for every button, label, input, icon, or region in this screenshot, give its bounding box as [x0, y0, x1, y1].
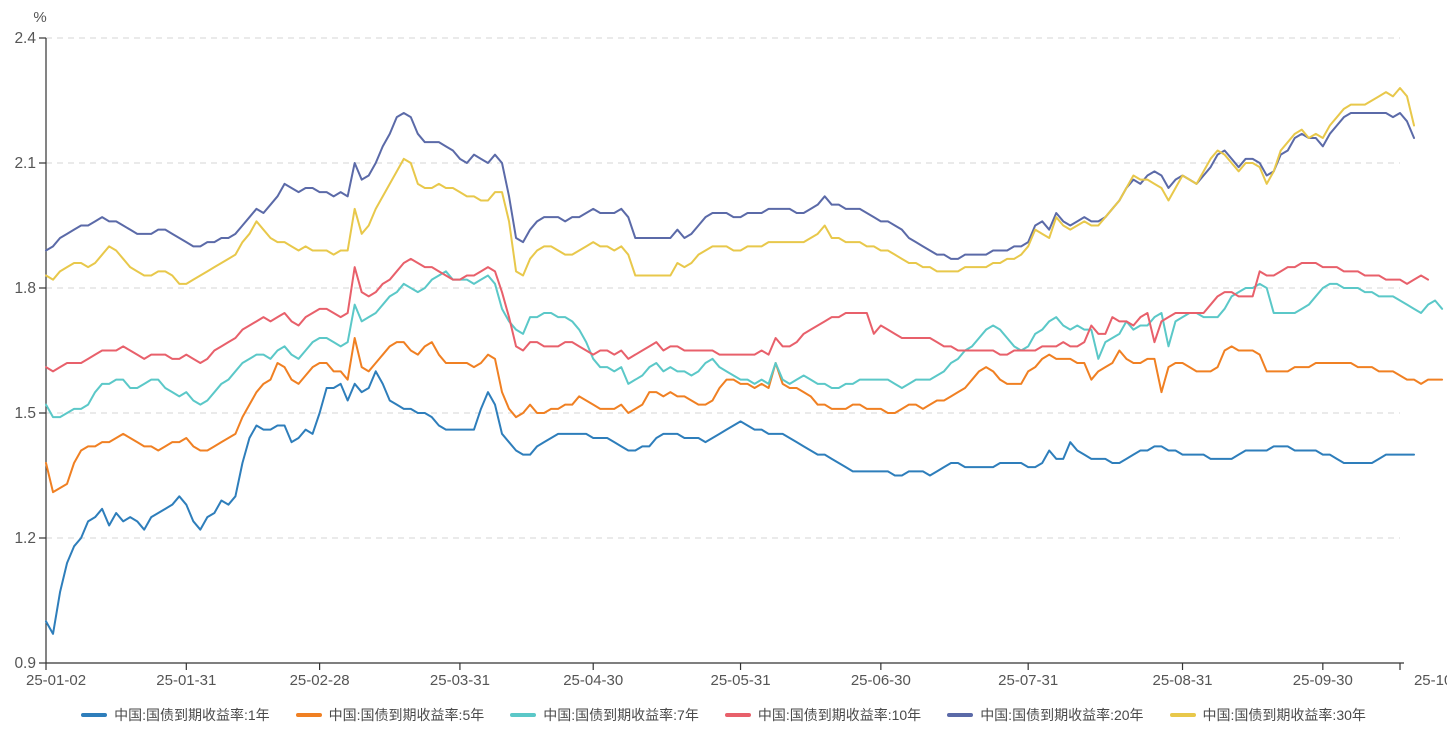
y-tick-label: 0.9	[14, 655, 36, 672]
x-tick-label: 25-03-31	[430, 672, 490, 689]
gridlines	[46, 37, 1400, 539]
series-line	[45, 257, 1430, 373]
x-tick-label: 25-04-30	[563, 672, 623, 689]
y-tick-label: 2.4	[14, 30, 36, 47]
x-tick-label: 25-05-31	[711, 672, 771, 689]
y-tick-label: 1.2	[14, 530, 36, 547]
series-line	[45, 112, 1416, 260]
y-axis-ticks: 0.9 1.2 1.5 1.8 2.1 2.4	[14, 30, 46, 672]
legend-item-label: 中国:国债到期收益率:1年	[114, 707, 270, 723]
x-tick-label: 25-02-28	[290, 672, 350, 689]
x-tick-label: 25-01-02	[26, 672, 86, 689]
legend-item-label: 中国:国债到期收益率:20年	[980, 707, 1144, 723]
legend-item[interactable]: 中国:国债到期收益率:5年	[295, 707, 485, 723]
y-tick-label: 1.5	[14, 405, 36, 422]
series-lines	[45, 87, 1444, 635]
y-tick-label: 1.8	[14, 280, 36, 297]
x-tick-label: 25-01-31	[156, 672, 216, 689]
legend-item[interactable]: 中国:国债到期收益率:10年	[724, 707, 922, 723]
legend-color-swatch	[81, 713, 108, 717]
series-line	[45, 370, 1416, 635]
legend-color-swatch	[295, 713, 322, 717]
legend-color-swatch	[510, 713, 537, 717]
x-tick-label: 25-06-30	[851, 672, 911, 689]
legend-item-label: 中国:国债到期收益率:10年	[757, 707, 922, 723]
x-tick-label: 25-07-31	[998, 672, 1058, 689]
y-axis-unit-label: %	[33, 9, 46, 26]
legend-item[interactable]: 中国:国债到期收益率:1年	[81, 708, 270, 722]
axis-lines	[45, 38, 1404, 664]
legend-color-swatch	[1169, 713, 1196, 717]
chart-legend: 中国:国债到期收益率:1年 中国:国债到期收益率:5年 中国:国债到期收益率:7年 中…	[0, 698, 1447, 732]
legend-item-label: 中国:国债到期收益率:7年	[543, 707, 699, 723]
legend-item[interactable]: 中国:国债到期收益率:30年	[1169, 707, 1366, 723]
x-tick-label: 25-08-31	[1152, 672, 1212, 689]
series-line	[45, 87, 1416, 285]
legend-item[interactable]: 中国:国债到期收益率:7年	[510, 708, 699, 722]
series-line	[45, 337, 1444, 494]
x-tick-label: 25-09-30	[1293, 672, 1353, 689]
y-tick-label: 2.1	[14, 155, 36, 172]
x-axis-ticks: 25-01-02 25-01-31 25-02-28 25-03-31 25-04-30…	[26, 663, 1447, 689]
legend-item-label: 中国:国债到期收益率:30年	[1202, 707, 1366, 723]
legend-color-swatch	[947, 713, 974, 717]
legend-color-swatch	[724, 713, 751, 717]
series-line	[45, 270, 1444, 419]
legend-item[interactable]: 中国:国债到期收益率:20年	[947, 707, 1144, 723]
legend-item-label: 中国:国债到期收益率:5年	[328, 707, 485, 723]
x-tick-label: 25-10-17	[1414, 672, 1447, 689]
